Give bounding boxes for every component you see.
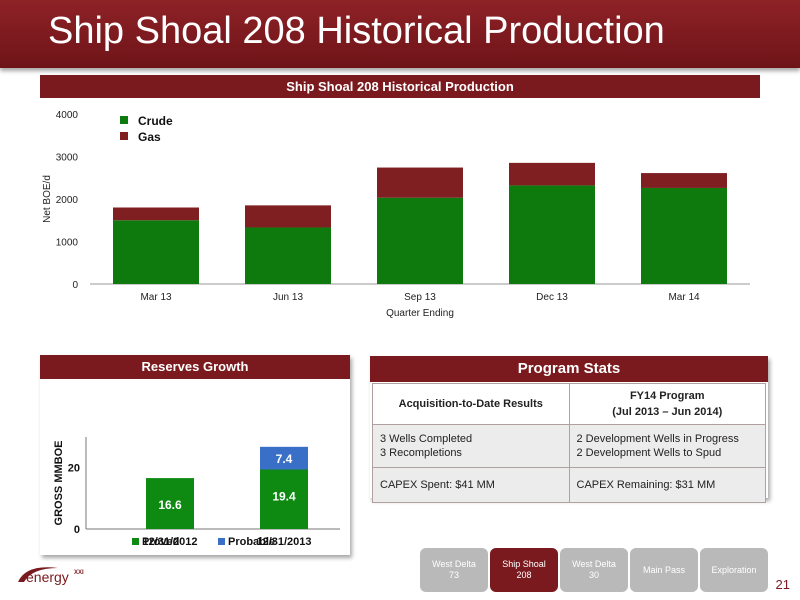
x-tick-label: 12/31/2013 xyxy=(256,536,311,548)
program-stats-table: Acquisition-to-Date Results FY14 Program… xyxy=(372,383,766,503)
nav-button-west-delta-73[interactable]: West Delta 73 xyxy=(420,548,488,592)
y-tick-label: 4000 xyxy=(56,110,79,121)
stats-wells-line1: 3 Wells Completed xyxy=(380,433,473,445)
bar-proved xyxy=(260,469,308,529)
data-label: 19.4 xyxy=(272,490,296,504)
stats-wells-line2: 3 Recompletions xyxy=(380,447,462,459)
legend-swatch xyxy=(120,132,128,140)
stats-program-line2: 2 Development Wells to Spud xyxy=(576,447,722,459)
y-tick-label: 2000 xyxy=(56,195,79,206)
nav-button-main-pass[interactable]: Main Pass xyxy=(630,548,698,592)
legend-swatch xyxy=(132,538,139,545)
bar-gas xyxy=(509,162,595,186)
y-tick-label: 1000 xyxy=(56,238,79,249)
stats-col2-header-line1: FY14 Program xyxy=(629,390,705,402)
stats-wells-completed: 3 Wells Completed 3 Recompletions xyxy=(372,424,570,468)
bar-crude xyxy=(377,197,463,284)
bar-gas xyxy=(377,167,463,198)
data-label: 16.6 xyxy=(158,498,182,512)
y-axis-label: Net BOE/d xyxy=(42,175,53,223)
bar-proved xyxy=(146,478,194,529)
nav-button-ship-shoal-208[interactable]: Ship Shoal 208 xyxy=(490,548,558,592)
page-number: 21 xyxy=(775,577,790,592)
y-axis-label: GROSS MMBOE xyxy=(53,441,65,526)
legend-swatch xyxy=(120,116,128,124)
bar-crude xyxy=(245,227,331,284)
legend-swatch xyxy=(218,538,225,545)
nav-button-label: Exploration xyxy=(711,564,757,575)
title-bar: Ship Shoal 208 Historical Production xyxy=(0,0,800,68)
page-title: Ship Shoal 208 Historical Production xyxy=(48,10,665,52)
reserves-panel-header: Reserves Growth xyxy=(40,355,350,379)
program-stats-header: Program Stats xyxy=(370,356,768,382)
stats-row-capex: CAPEX Spent: $41 MM CAPEX Remaining: $31… xyxy=(372,467,766,503)
nav-button-label: West Delta xyxy=(572,559,616,569)
x-tick-label: 12/31/2012 xyxy=(142,536,197,548)
x-tick-label: Sep 13 xyxy=(404,292,436,303)
y-tick-label: 3000 xyxy=(56,153,79,164)
stats-capex-spent: CAPEX Spent: $41 MM xyxy=(372,467,570,503)
bar-gas xyxy=(641,173,727,188)
stats-col2-header: FY14 Program (Jul 2013 – Jun 2014) xyxy=(568,383,766,425)
nav-button-label: Main Pass xyxy=(642,564,686,575)
bar-gas xyxy=(113,207,199,221)
legend-label: Crude xyxy=(138,114,173,128)
reserves-panel: Reserves Growth 0 20 GROSS MMBOE 16.6 12/31/… xyxy=(40,355,350,555)
nav-button-sublabel: 73 xyxy=(448,570,459,580)
stats-col1-header: Acquisition-to-Date Results xyxy=(372,383,570,425)
x-tick-label: Dec 13 xyxy=(536,292,568,303)
nav-button-sublabel: 208 xyxy=(516,570,532,580)
bar-crude xyxy=(113,220,199,284)
bar-crude xyxy=(509,185,595,284)
bar-crude xyxy=(641,187,727,284)
stats-wells-program: 2 Development Wells in Progress 2 Develo… xyxy=(568,424,766,468)
stats-capex-remaining: CAPEX Remaining: $31 MM xyxy=(568,467,766,503)
nav-button-label: West Delta xyxy=(432,559,476,569)
stats-program-line1: 2 Development Wells in Progress xyxy=(576,433,739,445)
logo-sup: XXI xyxy=(74,570,84,576)
legend-label: Proved xyxy=(142,536,179,548)
y-tick-label: 0 xyxy=(74,524,80,536)
production-chart: 0 1000 2000 3000 4000 Mar 13 Jun 13 Sep 13 Dec 1… xyxy=(42,110,750,319)
x-tick-label: Mar 14 xyxy=(668,292,700,303)
legend-label: Gas xyxy=(138,130,161,144)
legend-label: Probable xyxy=(228,536,275,548)
logo-swoosh-icon xyxy=(18,567,58,582)
nav-button-label: Ship Shoal xyxy=(502,559,546,569)
x-tick-label: Jun 13 xyxy=(273,292,303,303)
nav-button-exploration[interactable]: Exploration xyxy=(700,548,768,592)
y-tick-label: 0 xyxy=(72,280,78,291)
nav-button-sublabel: 30 xyxy=(588,570,599,580)
stats-col2-header-line2: (Jul 2013 – Jun 2014) xyxy=(612,406,723,418)
stats-row-wells: 3 Wells Completed 3 Recompletions 2 Deve… xyxy=(372,424,766,468)
logo-text: energy xyxy=(26,569,69,585)
energy-xxi-logo: energy XXI xyxy=(18,567,84,585)
x-axis-label: Quarter Ending xyxy=(386,308,454,319)
production-chart-header: Ship Shoal 208 Historical Production xyxy=(40,75,760,98)
y-tick-label: 20 xyxy=(68,463,80,475)
x-tick-label: Mar 13 xyxy=(140,292,172,303)
bar-gas xyxy=(245,205,331,228)
nav-button-west-delta-30[interactable]: West Delta 30 xyxy=(560,548,628,592)
bar-probable xyxy=(260,446,308,470)
stats-header-row: Acquisition-to-Date Results FY14 Program… xyxy=(372,383,766,425)
data-label: 7.4 xyxy=(276,452,293,466)
